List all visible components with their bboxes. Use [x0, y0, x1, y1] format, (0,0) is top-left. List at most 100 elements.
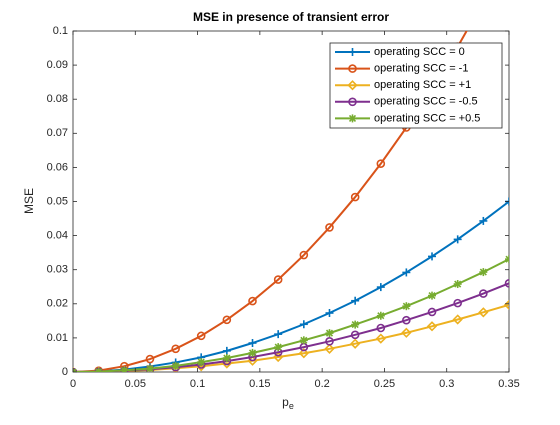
marker: [325, 309, 334, 318]
marker: [171, 344, 180, 354]
x-axis-label: pe: [282, 395, 294, 411]
y-tick-label: 0.04: [47, 230, 68, 242]
y-tick-label: 0.02: [47, 298, 68, 310]
marker-part: [401, 327, 412, 338]
marker: [350, 192, 360, 202]
marker: [426, 321, 438, 332]
marker-part: [351, 321, 359, 329]
y-tick-label: 0.1: [53, 25, 68, 37]
legend-label: operating SCC = 0: [374, 46, 465, 58]
marker: [348, 64, 357, 73]
marker: [197, 358, 206, 367]
marker-part: [223, 354, 231, 362]
marker: [324, 343, 335, 354]
marker-part: [350, 192, 360, 202]
marker: [94, 367, 103, 372]
marker-part: [121, 366, 128, 372]
marker: [299, 320, 308, 329]
marker-part: [428, 292, 436, 300]
marker-part: [274, 343, 282, 351]
marker-part: [402, 302, 410, 310]
y-tick-label: 0: [62, 366, 68, 378]
marker: [350, 338, 361, 349]
x-tick-label: 0.15: [249, 378, 270, 390]
marker: [325, 329, 334, 338]
series-line: [73, 200, 509, 372]
x-tick-label: 0.1: [190, 378, 205, 390]
marker: [248, 296, 257, 306]
marker: [348, 97, 357, 107]
marker-part: [324, 343, 335, 354]
marker: [299, 336, 308, 345]
marker: [402, 315, 411, 325]
y-axis-label: MSE: [22, 188, 36, 214]
marker-part: [197, 358, 205, 366]
x-axis-label-subscript: e: [289, 401, 294, 411]
x-tick-label: 0.2: [314, 378, 329, 390]
marker-part: [377, 312, 385, 320]
marker-part: [478, 307, 489, 318]
x-tick-label: 0.35: [498, 378, 519, 390]
marker: [478, 307, 489, 318]
marker-part: [298, 348, 309, 359]
legend: operating SCC = 0 operating SCC = -1 opera…: [329, 42, 503, 129]
marker: [248, 348, 257, 357]
marker: [350, 330, 360, 340]
marker: [375, 333, 386, 344]
marker-part: [300, 336, 308, 344]
marker-part: [145, 354, 155, 364]
marker-part: [325, 329, 334, 337]
marker-part: [171, 344, 180, 354]
marker-part: [196, 331, 206, 341]
marker-part: [273, 351, 284, 363]
marker: [453, 298, 462, 308]
marker-part: [73, 368, 77, 372]
y-tick-label: 0.07: [47, 127, 68, 139]
marker-part: [350, 330, 360, 340]
marker: [273, 351, 284, 363]
marker-part: [452, 314, 463, 325]
marker: [145, 354, 155, 364]
marker: [376, 159, 386, 168]
marker: [351, 320, 360, 329]
legend-label: operating SCC = +0.5: [374, 112, 480, 124]
y-tick-label: 0.01: [47, 332, 68, 344]
marker: [196, 331, 206, 341]
marker: [171, 361, 180, 370]
y-tick-label: 0.05: [47, 195, 68, 207]
legend-label: operating SCC = -0.5: [374, 96, 478, 108]
marker: [347, 80, 358, 91]
x-tick-label: 0: [70, 378, 76, 390]
marker-part: [348, 97, 357, 107]
marker: [248, 339, 257, 348]
marker-part: [426, 321, 438, 332]
marker-part: [348, 114, 357, 122]
marker-part: [97, 368, 103, 372]
marker: [402, 268, 411, 277]
y-tick-label: 0.06: [47, 161, 68, 173]
marker: [505, 255, 509, 264]
marker: [376, 323, 386, 333]
marker: [453, 235, 462, 244]
marker: [222, 315, 232, 325]
marker: [348, 48, 357, 56]
marker-part: [350, 338, 361, 349]
legend-label: operating SCC = -1: [374, 63, 468, 75]
marker-part: [376, 323, 386, 333]
marker-part: [427, 307, 437, 317]
marker: [479, 289, 488, 298]
marker: [298, 348, 309, 359]
marker-part: [347, 80, 358, 91]
marker: [222, 346, 231, 355]
marker-part: [402, 315, 411, 325]
marker-part: [222, 315, 232, 325]
marker: [479, 216, 488, 225]
marker: [427, 307, 437, 317]
marker: [325, 337, 334, 346]
marker: [274, 330, 283, 339]
y-tick-label: 0.03: [47, 264, 68, 276]
marker-part: [299, 250, 309, 260]
marker-part: [248, 296, 257, 306]
marker: [145, 364, 154, 372]
x-tick-label: 0.3: [439, 378, 454, 390]
